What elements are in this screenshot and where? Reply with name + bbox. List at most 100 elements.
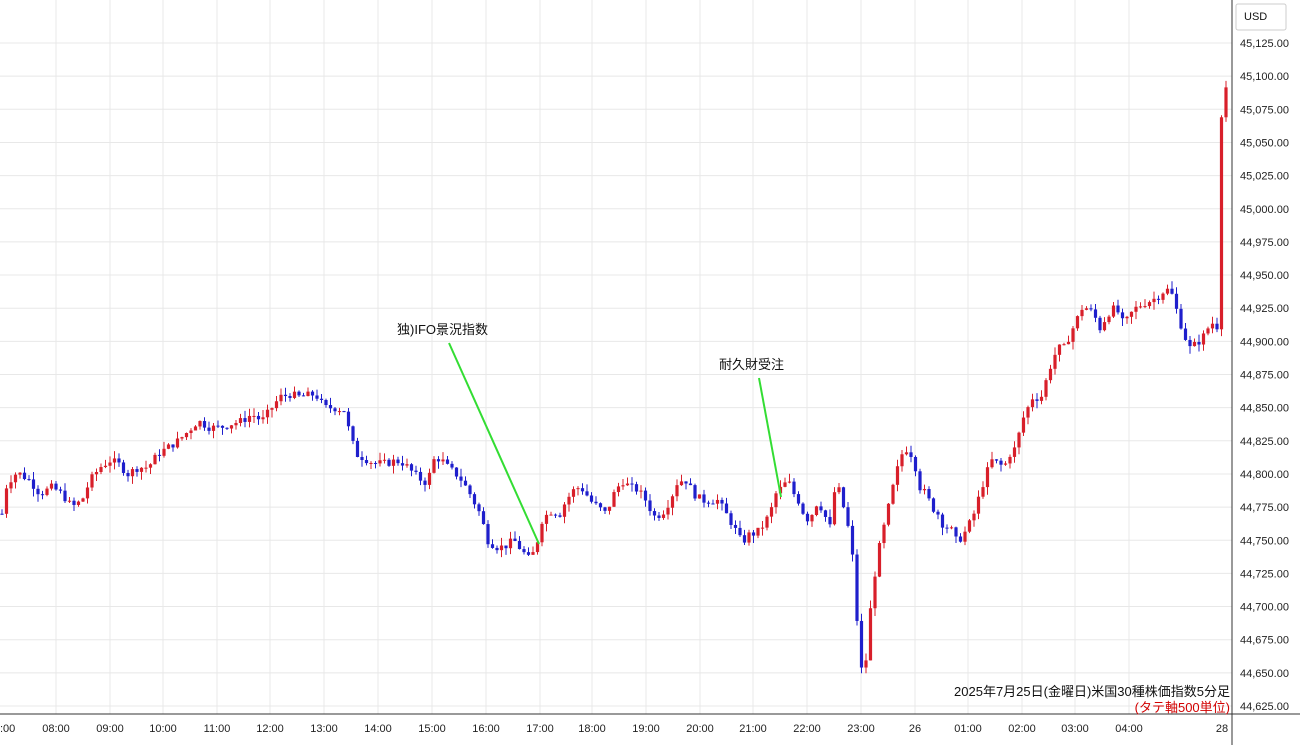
- candle-body: [522, 549, 526, 553]
- candle-body: [832, 492, 837, 525]
- x-tick-label: 26: [909, 723, 921, 735]
- candle-body: [171, 444, 175, 448]
- x-tick-label: 10:00: [149, 723, 177, 735]
- candle-body: [895, 466, 900, 485]
- candle-body: [148, 464, 153, 468]
- candle-body: [508, 538, 513, 549]
- candle-body: [994, 459, 999, 461]
- candle-body: [99, 467, 103, 472]
- candle-body: [1075, 316, 1080, 329]
- candle-body: [81, 498, 85, 502]
- candle-body: [391, 459, 396, 466]
- candle-body: [72, 500, 76, 505]
- candle-body: [144, 467, 148, 469]
- candle-body: [121, 462, 126, 473]
- candle-body: [1120, 312, 1125, 319]
- candle-body: [130, 469, 135, 477]
- candle-body: [738, 527, 742, 536]
- annotation-label: 独)IFO景況指数: [397, 322, 488, 337]
- candle-body: [891, 484, 895, 504]
- candle-body: [639, 490, 643, 492]
- candle-body: [535, 542, 540, 553]
- candle-body: [1188, 339, 1192, 347]
- candle-body: [414, 470, 418, 472]
- candle-body: [855, 554, 859, 621]
- candle-body: [94, 471, 99, 475]
- candle-body: [112, 458, 117, 463]
- candle-body: [279, 394, 283, 402]
- candle-body: [202, 421, 207, 428]
- x-tick-label: 28: [1216, 723, 1228, 735]
- candle-body: [711, 503, 715, 505]
- candle-body: [940, 514, 945, 528]
- candle-body: [387, 459, 391, 466]
- candle-body: [765, 516, 769, 528]
- candle-body: [162, 448, 166, 456]
- candle-body: [135, 469, 139, 472]
- candle-body: [45, 488, 49, 495]
- y-tick-label: 44,800.00: [1240, 469, 1289, 481]
- candle-body: [859, 620, 864, 668]
- annotation-line: [448, 342, 540, 545]
- candle-body: [1039, 396, 1044, 401]
- candle-body: [553, 514, 558, 516]
- candle-body: [787, 481, 792, 483]
- candle-body: [220, 425, 225, 428]
- candle-body: [274, 401, 279, 409]
- candle-body: [1084, 308, 1089, 310]
- candle-body: [1021, 417, 1026, 433]
- y-tick-label: 45,025.00: [1240, 171, 1289, 183]
- candle-body: [400, 463, 405, 466]
- candle-body: [477, 504, 481, 512]
- candle-body: [364, 460, 369, 464]
- candle-body: [837, 487, 841, 493]
- candle-body: [823, 510, 828, 517]
- candle-body: [1201, 333, 1206, 345]
- candle-body: [1206, 328, 1210, 334]
- candle-body: [166, 444, 171, 449]
- candle-body: [261, 417, 265, 420]
- candle-body: [585, 491, 589, 496]
- x-tick-label: 16:00: [472, 723, 500, 735]
- x-tick-label: 19:00: [632, 723, 660, 735]
- candle-body: [1134, 306, 1138, 312]
- candle-body: [1008, 456, 1012, 464]
- candle-body: [729, 513, 733, 525]
- candle-body: [814, 506, 819, 516]
- candle-body: [1219, 117, 1224, 330]
- x-tick-label: 08:00: [42, 723, 70, 735]
- candle-body: [409, 464, 414, 471]
- candle-body: [319, 398, 324, 400]
- candle-body: [441, 459, 445, 462]
- candle-body: [427, 472, 432, 485]
- candle-body: [324, 399, 328, 406]
- candle-body: [27, 479, 31, 481]
- candle-body: [913, 456, 918, 472]
- candle-body: [1012, 447, 1017, 457]
- x-tick-label: 11:00: [204, 723, 231, 735]
- candle-body: [643, 490, 648, 501]
- candle-body: [760, 527, 765, 529]
- candle-body: [756, 527, 760, 536]
- candle-body: [463, 480, 468, 486]
- candle-body: [1197, 341, 1201, 345]
- candle-body: [175, 438, 180, 448]
- candle-body: [243, 418, 247, 422]
- candle-body: [706, 502, 711, 504]
- candle-body: [301, 395, 306, 397]
- candle-body: [1003, 463, 1008, 465]
- candle-body: [693, 485, 697, 499]
- candle-body: [675, 485, 679, 497]
- candle-body: [909, 452, 913, 457]
- candle-body: [265, 409, 270, 418]
- candle-body: [355, 440, 360, 458]
- candle-body: [333, 408, 337, 412]
- candle-body: [1080, 309, 1084, 317]
- candle-body: [351, 426, 355, 441]
- x-tick-label: 22:00: [793, 723, 821, 735]
- candle-body: [1161, 293, 1165, 300]
- candle-body: [810, 515, 814, 522]
- candle-body: [751, 532, 756, 536]
- candle-body: [670, 496, 675, 508]
- candle-body: [117, 458, 121, 463]
